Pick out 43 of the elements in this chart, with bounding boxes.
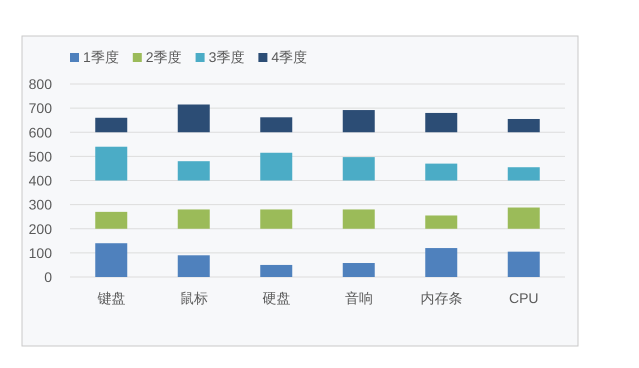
bar — [95, 243, 128, 277]
y-tick-label: 800 — [28, 76, 52, 92]
bar — [178, 255, 210, 277]
y-tick-label: 500 — [28, 148, 52, 164]
bar — [425, 215, 458, 229]
x-tick-label: 内存条 — [420, 290, 462, 306]
bar — [95, 118, 128, 132]
bar — [425, 248, 458, 277]
y-tick-label: 600 — [28, 124, 52, 140]
bar — [95, 146, 128, 180]
x-tick-label: 音响 — [344, 290, 373, 306]
x-tick-label: 鼠标 — [180, 290, 208, 306]
legend-label: 1季度 — [83, 49, 119, 65]
bar — [178, 104, 210, 132]
bar — [342, 157, 375, 180]
x-tick-label: CPU — [508, 290, 539, 306]
x-tick-label: 键盘 — [96, 290, 126, 306]
y-tick-label: 200 — [28, 220, 52, 237]
y-tick-label: 0 — [44, 269, 52, 285]
bar — [342, 209, 375, 229]
bar — [508, 208, 540, 229]
bar — [260, 117, 292, 132]
bar — [508, 252, 540, 277]
legend-label: 4季度 — [271, 49, 308, 65]
bar — [508, 167, 540, 180]
bar — [342, 263, 375, 277]
legend-label: 2季度 — [146, 49, 182, 65]
y-tick-label: 100 — [28, 244, 52, 261]
x-tick-label: 硬盘 — [262, 290, 290, 306]
bar — [178, 161, 210, 180]
y-tick-label: 700 — [28, 100, 52, 116]
bar — [508, 118, 540, 132]
bar — [178, 209, 210, 229]
bar — [342, 110, 375, 132]
bar — [425, 164, 458, 180]
y-tick-label: 400 — [28, 172, 52, 188]
bar — [260, 152, 292, 180]
bar — [95, 212, 128, 229]
legend-label: 3季度 — [208, 49, 244, 65]
y-tick-label: 300 — [28, 196, 52, 213]
bar — [425, 112, 458, 132]
bar — [260, 209, 292, 229]
bar — [260, 264, 292, 277]
